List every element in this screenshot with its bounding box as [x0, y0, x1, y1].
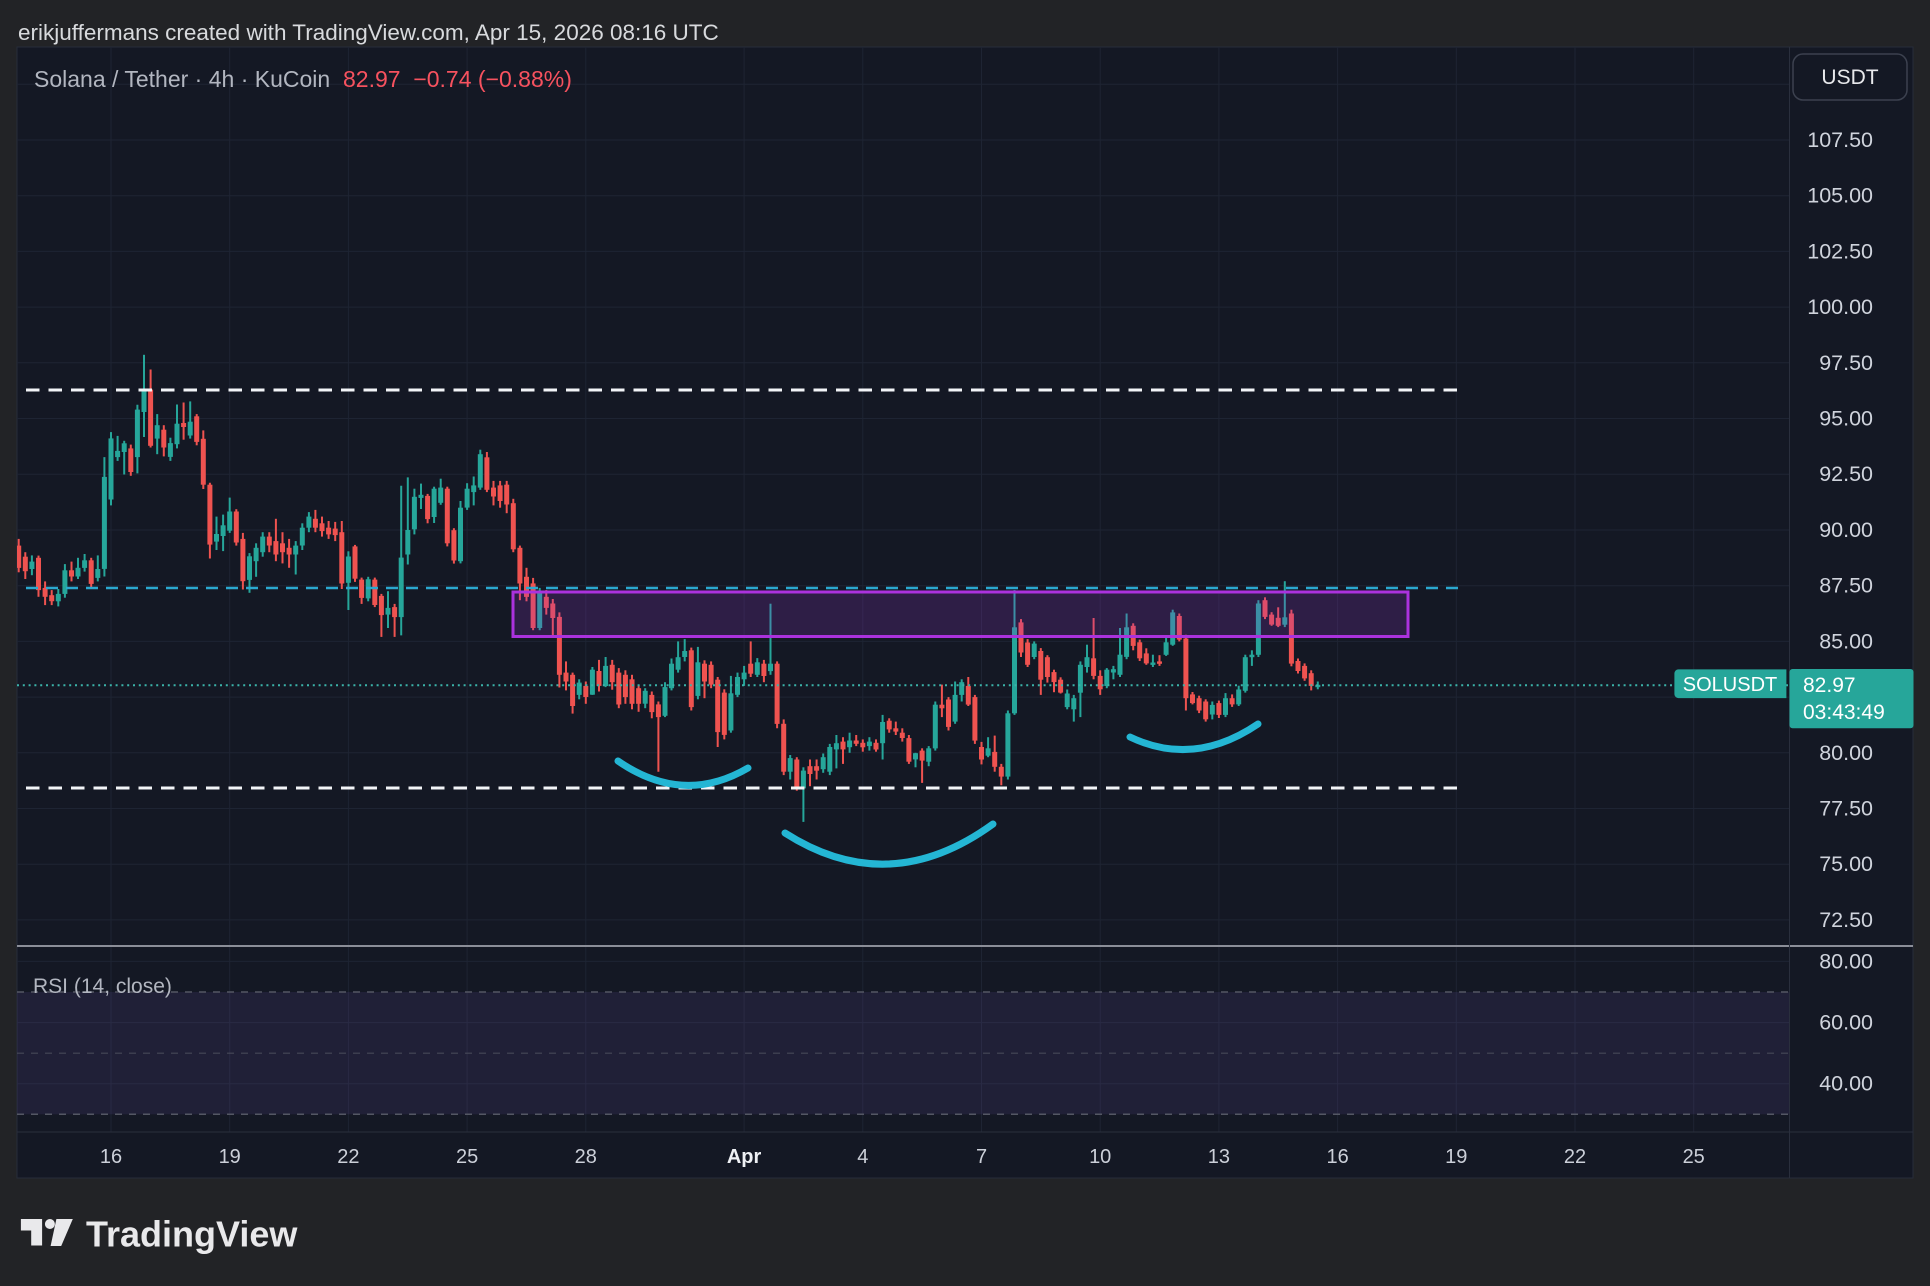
- svg-text:22: 22: [1564, 1146, 1586, 1168]
- svg-text:97.50: 97.50: [1819, 351, 1873, 375]
- svg-text:87.50: 87.50: [1819, 574, 1873, 598]
- svg-text:82.97: 82.97: [1803, 674, 1856, 697]
- svg-text:USDT: USDT: [1821, 66, 1878, 89]
- svg-text:RSI (14, close): RSI (14, close): [33, 975, 172, 998]
- svg-text:Solana / Tether · 4h · KuCoin: Solana / Tether · 4h · KuCoin 82.97 −0.7…: [34, 66, 572, 92]
- svg-text:75.00: 75.00: [1819, 852, 1873, 876]
- svg-text:03:43:49: 03:43:49: [1803, 701, 1885, 724]
- svg-text:100.00: 100.00: [1807, 295, 1873, 319]
- svg-text:4: 4: [857, 1146, 868, 1168]
- svg-text:102.50: 102.50: [1807, 239, 1873, 263]
- svg-text:28: 28: [575, 1146, 597, 1168]
- svg-text:85.00: 85.00: [1819, 629, 1873, 653]
- svg-text:25: 25: [1683, 1146, 1705, 1168]
- svg-text:19: 19: [1445, 1146, 1467, 1168]
- svg-text:107.50: 107.50: [1807, 128, 1873, 152]
- svg-text:95.00: 95.00: [1819, 407, 1873, 431]
- svg-text:90.00: 90.00: [1819, 518, 1873, 542]
- svg-text:Apr: Apr: [727, 1146, 762, 1168]
- svg-text:erikjuffermans created with Tr: erikjuffermans created with TradingView.…: [18, 20, 719, 45]
- svg-text:25: 25: [456, 1146, 478, 1168]
- svg-text:13: 13: [1208, 1146, 1230, 1168]
- svg-text:72.50: 72.50: [1819, 908, 1873, 932]
- svg-text:80.00: 80.00: [1819, 741, 1873, 765]
- svg-text:60.00: 60.00: [1819, 1011, 1873, 1035]
- svg-text:77.50: 77.50: [1819, 797, 1873, 821]
- svg-text:40.00: 40.00: [1819, 1072, 1873, 1096]
- svg-text:16: 16: [100, 1146, 122, 1168]
- svg-text:10: 10: [1089, 1146, 1111, 1168]
- svg-text:105.00: 105.00: [1807, 184, 1873, 208]
- svg-text:TradingView: TradingView: [86, 1214, 298, 1255]
- svg-text:92.50: 92.50: [1819, 462, 1873, 486]
- svg-text:7: 7: [976, 1146, 987, 1168]
- svg-text:SOLUSDT: SOLUSDT: [1683, 674, 1777, 696]
- svg-text:80.00: 80.00: [1819, 949, 1873, 973]
- svg-text:16: 16: [1326, 1146, 1348, 1168]
- svg-text:22: 22: [337, 1146, 359, 1168]
- svg-text:19: 19: [219, 1146, 241, 1168]
